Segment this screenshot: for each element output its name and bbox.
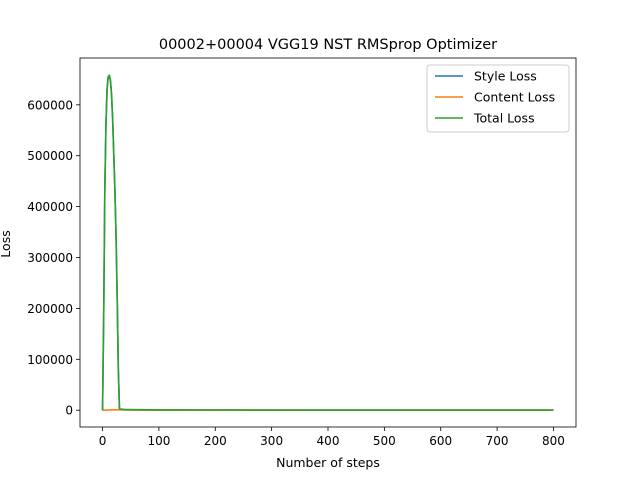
x-tick-label: 700 <box>486 434 509 448</box>
x-tick-label: 600 <box>429 434 452 448</box>
chart-title: 00002+00004 VGG19 NST RMSprop Optimizer <box>159 37 497 53</box>
y-tick-label: 200000 <box>27 302 73 316</box>
x-tick-label: 0 <box>99 434 107 448</box>
y-tick-label: 600000 <box>27 98 73 112</box>
legend-label: Content Loss <box>474 90 555 105</box>
y-axis-label: Loss <box>0 230 13 257</box>
y-tick-label: 300000 <box>27 251 73 265</box>
x-tick-label: 400 <box>317 434 340 448</box>
y-tick-label: 500000 <box>27 149 73 163</box>
y-tick-label: 100000 <box>27 353 73 367</box>
y-tick-label: 400000 <box>27 200 73 214</box>
x-tick-label: 800 <box>542 434 565 448</box>
legend: Style Loss Content Loss Total Loss <box>427 65 569 132</box>
y-tick-label: 0 <box>65 404 73 418</box>
x-axis-label: Number of steps <box>276 455 380 470</box>
x-tick-label: 100 <box>147 434 170 448</box>
x-tick-label: 300 <box>260 434 283 448</box>
legend-label: Style Loss <box>474 69 537 84</box>
legend-label: Total Loss <box>473 111 535 126</box>
x-tick-label: 500 <box>373 434 396 448</box>
x-tick-label: 200 <box>204 434 227 448</box>
